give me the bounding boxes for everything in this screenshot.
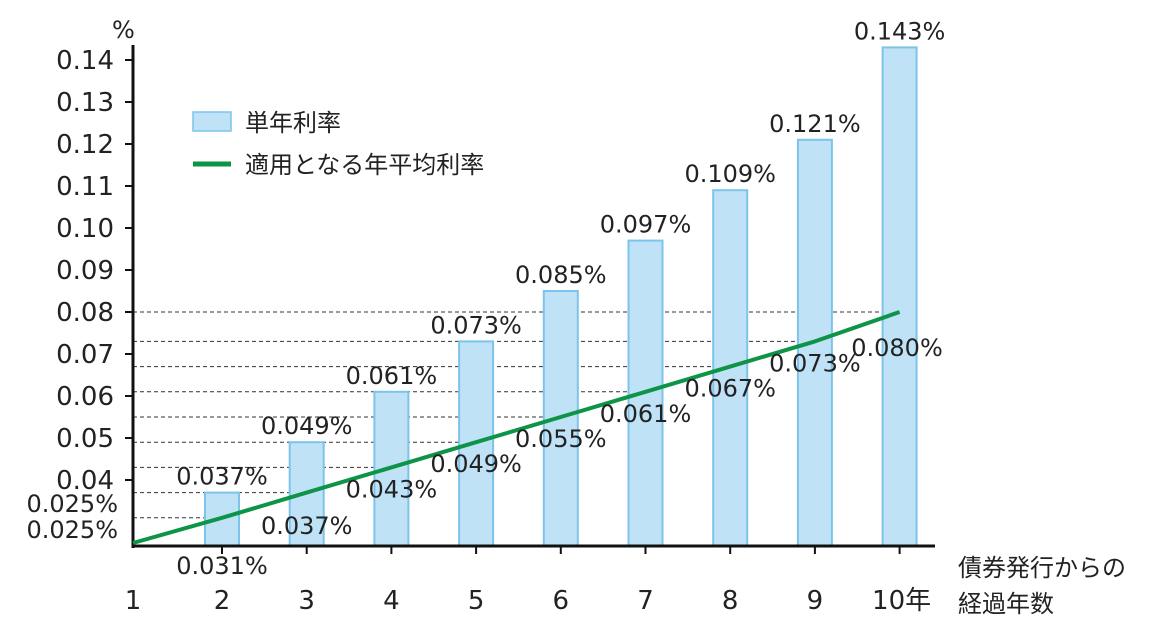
x-tick-label: 9 — [807, 586, 824, 616]
bar-value-label: 0.073% — [430, 311, 522, 339]
line-value-label: 0.055% — [515, 425, 607, 453]
x-tick-label: 2 — [214, 586, 231, 616]
line-value-label: 0.031% — [176, 552, 268, 580]
line-series — [132, 310, 901, 545]
data-labels: 0.025% 0.037% 0.049% 0.061% 0.073% 0.085% 0.09… — [26, 17, 945, 580]
x-tick-label: 5 — [468, 586, 485, 616]
legend: 単年利率 適用となる年平均利率 — [192, 109, 484, 179]
bar-value-label: 0.121% — [769, 110, 861, 138]
line-value-label: 0.067% — [684, 375, 776, 403]
x-tick-label: 3 — [298, 586, 315, 616]
x-tick-label: 10年 — [872, 586, 931, 616]
bar-value-label: 0.061% — [346, 362, 438, 390]
y-tick-label: 0.13 — [56, 88, 114, 118]
average-rate-line — [132, 310, 901, 545]
line-value-label: 0.073% — [769, 349, 861, 377]
y-tick-label: 0.05 — [56, 424, 114, 454]
legend-swatch-bar — [192, 111, 232, 132]
legend-label-bar: 単年利率 — [245, 109, 341, 137]
bar-value-label: 0.025% — [26, 490, 118, 518]
x-tick-label: 1 — [125, 586, 142, 616]
y-tick-label: 0.07 — [56, 340, 114, 370]
y-axis-unit: % — [112, 16, 135, 44]
line-value-label: 0.049% — [430, 450, 522, 478]
x-axis-name-line1: 債券発行からの — [958, 554, 1126, 582]
x-tick-label: 7 — [637, 586, 654, 616]
line-value-label: 0.025% — [26, 516, 118, 544]
x-ticks: 1 2 3 4 5 6 7 8 9 10年 — [125, 546, 931, 616]
legend-label-line: 適用となる年平均利率 — [245, 151, 484, 179]
y-ticks: 0.14 0.13 0.12 0.11 0.10 0.09 0.08 0.07 0.06 0.05… — [56, 46, 133, 496]
bar-value-label: 0.109% — [684, 160, 776, 188]
axes: % 債券発行からの 経過年数 — [112, 16, 1126, 618]
y-tick-label: 0.08 — [56, 298, 114, 328]
bar-value-label: 0.097% — [600, 211, 692, 239]
y-tick-label: 0.14 — [56, 46, 114, 76]
bar-value-label: 0.049% — [261, 412, 353, 440]
bar-value-label: 0.085% — [515, 261, 607, 289]
y-tick-label: 0.11 — [56, 172, 114, 202]
x-tick-label: 4 — [383, 586, 400, 616]
y-tick-label: 0.04 — [56, 466, 114, 496]
y-tick-label: 0.06 — [56, 382, 114, 412]
line-value-label: 0.043% — [346, 475, 438, 503]
x-tick-label: 8 — [722, 586, 739, 616]
line-value-label: 0.080% — [851, 334, 943, 362]
line-value-label: 0.061% — [600, 400, 692, 428]
x-tick-label: 6 — [553, 586, 570, 616]
bar-value-label: 0.143% — [854, 17, 946, 45]
y-tick-label: 0.12 — [56, 130, 114, 160]
y-tick-label: 0.10 — [56, 214, 114, 244]
line-value-label: 0.037% — [261, 512, 353, 540]
bar-value-label: 0.037% — [176, 463, 268, 491]
bar — [881, 46, 918, 548]
y-tick-label: 0.09 — [56, 256, 114, 286]
x-axis-name-line2: 経過年数 — [958, 590, 1054, 618]
